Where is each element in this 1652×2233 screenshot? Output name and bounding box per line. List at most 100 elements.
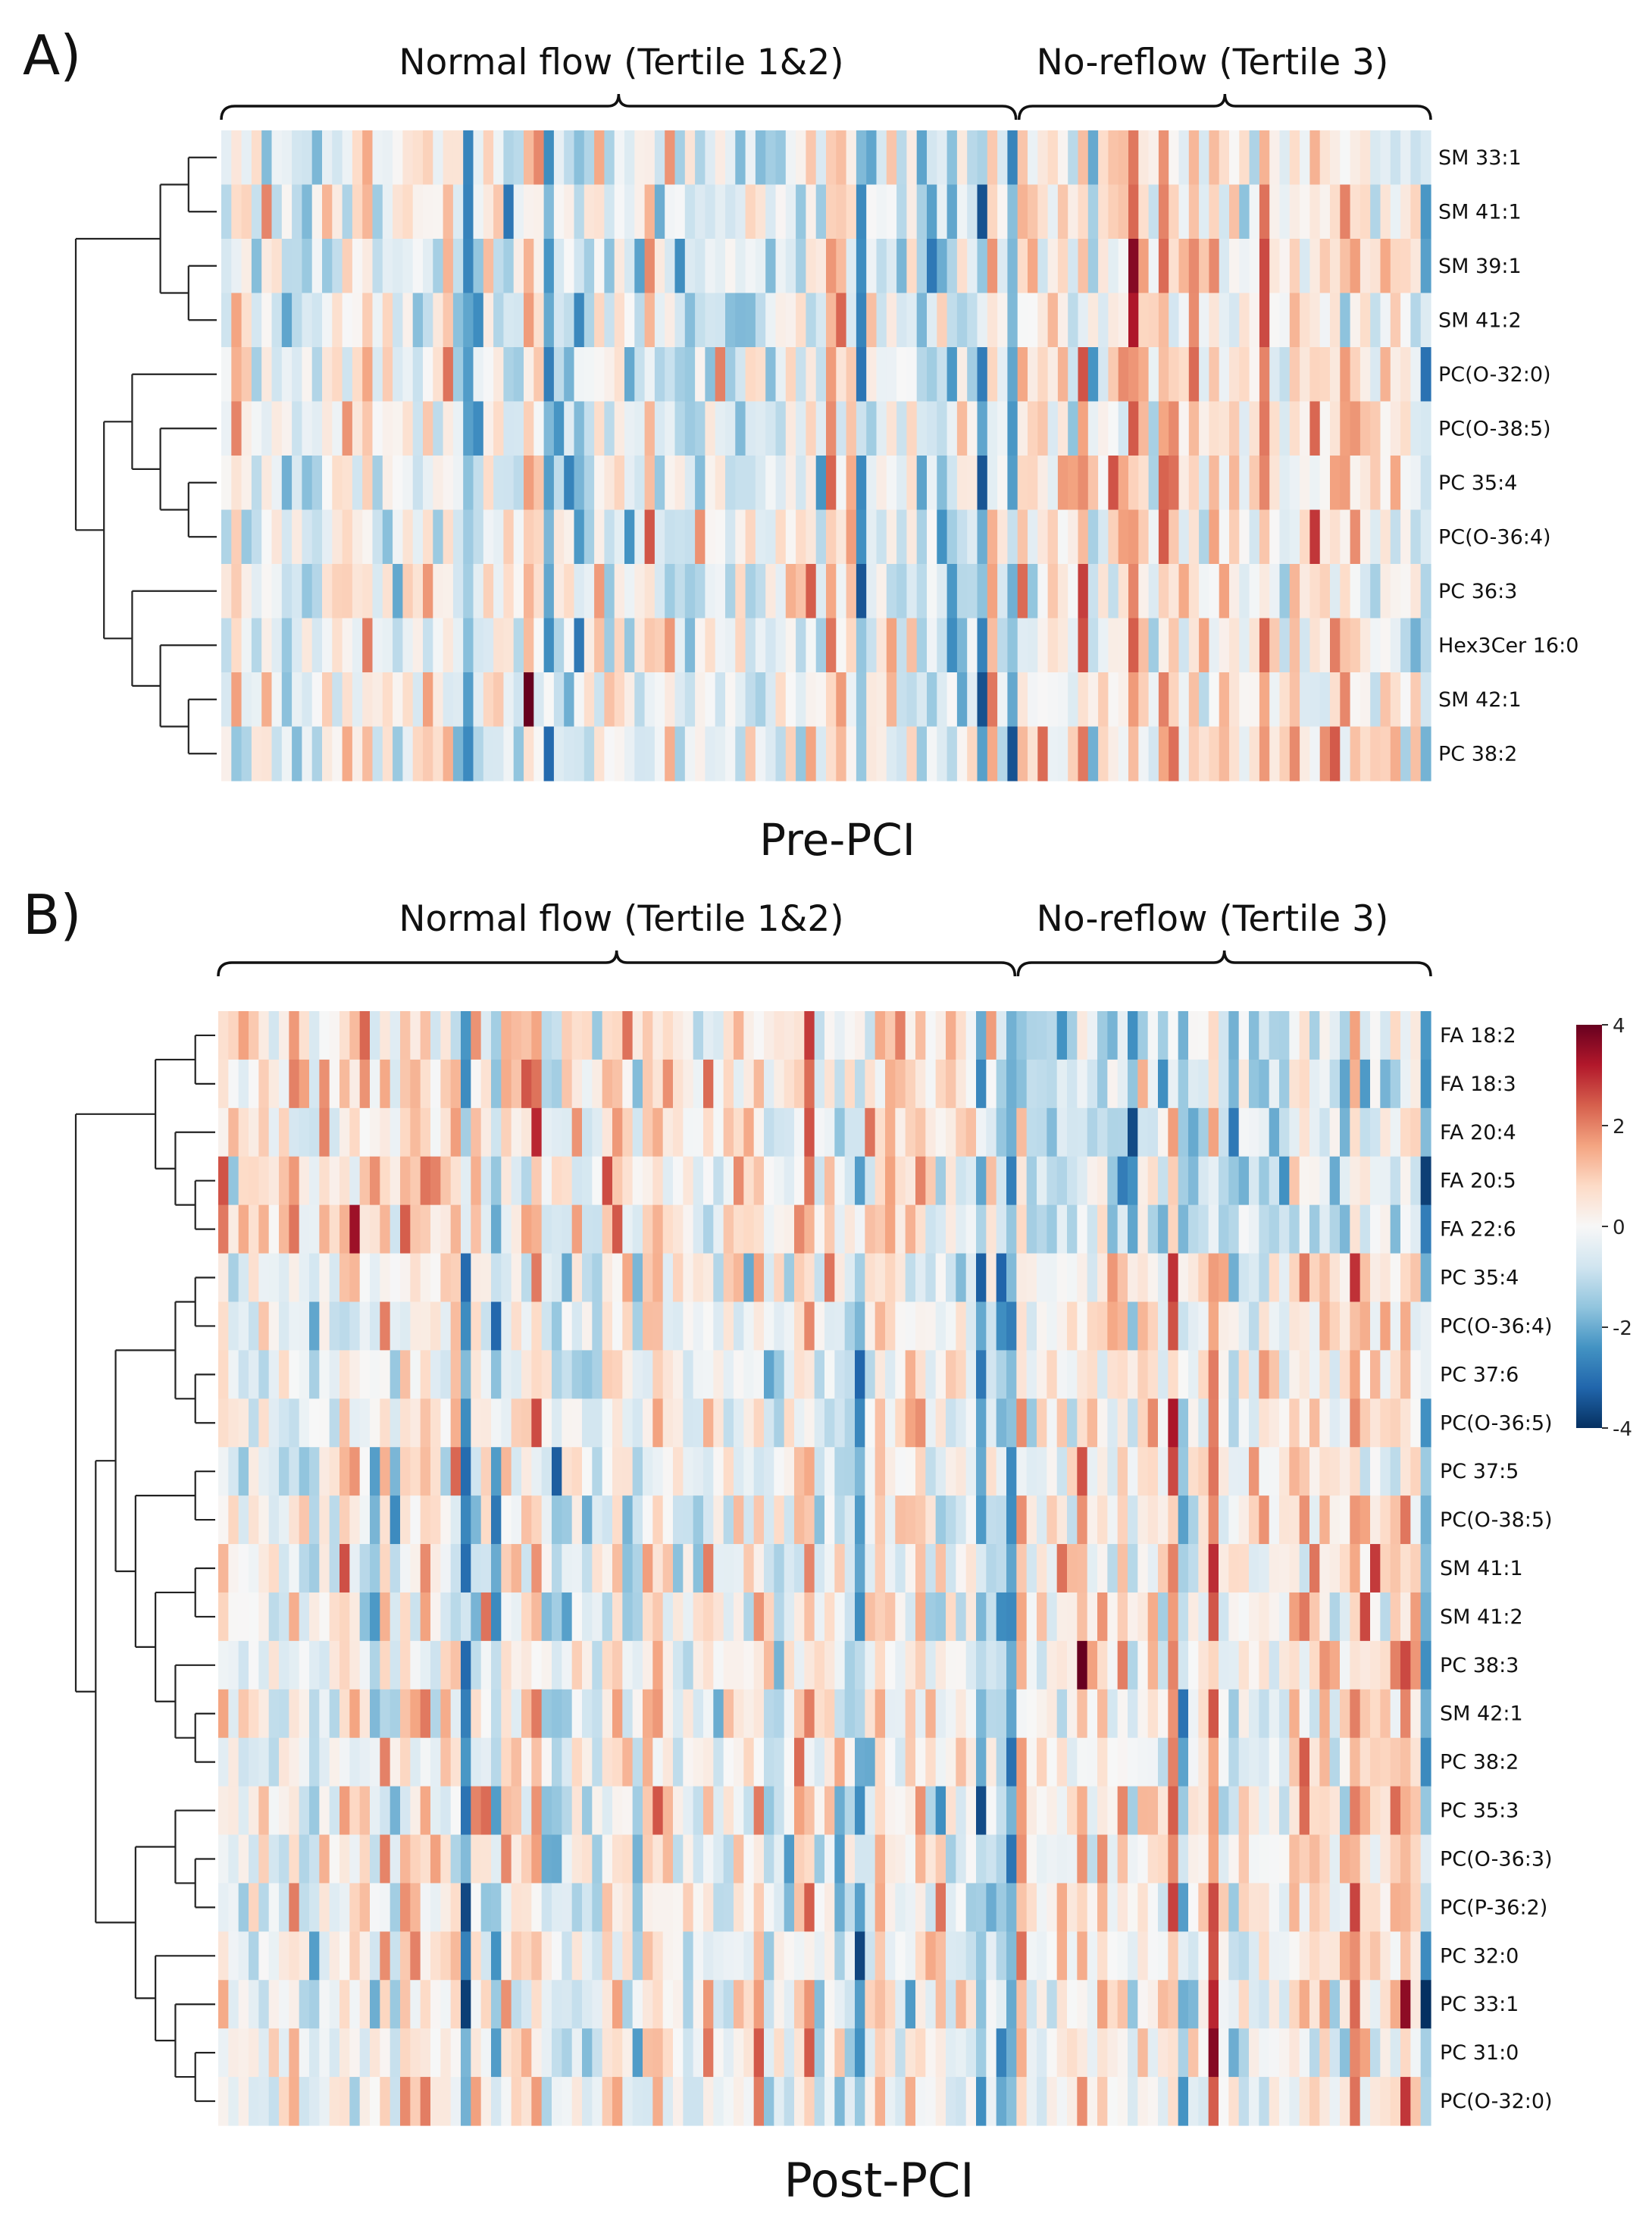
heatmap-cell — [683, 1883, 694, 1932]
heatmap-cell — [856, 509, 867, 565]
heatmap-cell — [1229, 347, 1240, 402]
heatmap-cell — [1299, 1883, 1310, 1932]
heatmap-cell — [965, 1156, 977, 1206]
heatmap-cell — [501, 1350, 512, 1399]
heatmap-cell — [582, 1011, 593, 1060]
heatmap-cell — [1168, 1447, 1179, 1496]
heatmap-cell — [423, 726, 433, 781]
heatmap-cell — [1208, 1786, 1219, 1836]
heatmap-cell — [564, 239, 575, 294]
heatmap-cell — [796, 239, 806, 294]
heatmap-cell — [553, 672, 565, 728]
heatmap-cell — [1238, 1931, 1250, 1981]
heatmap-cell — [804, 1689, 815, 1739]
heatmap-cell — [309, 1544, 320, 1593]
heatmap-cell — [1128, 564, 1139, 619]
heatmap-cell — [612, 2077, 623, 2126]
heatmap-cell — [1007, 672, 1018, 728]
heatmap-cell — [1340, 239, 1351, 294]
heatmap-cell — [553, 184, 565, 240]
heatmap-cell — [302, 347, 313, 402]
heatmap-cell — [1057, 672, 1068, 728]
heatmap-cell — [976, 1301, 987, 1351]
heatmap-cell — [874, 1834, 886, 1884]
heatmap-cell — [652, 1640, 664, 1690]
heatmap-cell — [302, 509, 313, 565]
heatmap-cell — [420, 1011, 431, 1060]
heatmap-cell — [915, 1544, 926, 1593]
heatmap-cell — [433, 401, 444, 456]
heatmap-cell — [342, 509, 353, 565]
heatmap-cell — [986, 1834, 997, 1884]
heatmap-cell — [359, 1350, 371, 1399]
heatmap-cell — [1017, 618, 1028, 673]
heatmap-cell — [571, 1447, 583, 1496]
heatmap-cell — [1208, 1980, 1219, 2029]
heatmap-cell — [531, 1011, 543, 1060]
heatmap-cell — [946, 1883, 956, 1932]
heatmap-cell — [866, 456, 878, 511]
heatmap-cell — [440, 1011, 452, 1060]
heatmap-cell — [268, 1301, 280, 1351]
heatmap-cell — [905, 2077, 916, 2126]
heatmap-cell — [743, 1398, 755, 1448]
heatmap-cell — [826, 456, 837, 511]
heatmap-cell — [231, 456, 242, 511]
heatmap-cell — [1016, 1253, 1028, 1303]
heatmap-cell — [652, 1980, 664, 2029]
heatmap-cell — [695, 509, 706, 565]
heatmap-cell — [1037, 1689, 1047, 1739]
heatmap-cell — [1350, 1640, 1361, 1690]
heatmap-cell — [1329, 1011, 1341, 1060]
heatmap-cell — [753, 1883, 765, 1932]
heatmap-cell — [1067, 1786, 1078, 1836]
heatmap-cell — [584, 456, 595, 511]
heatmap-cell — [1390, 1011, 1401, 1060]
heatmap-cell — [370, 2077, 380, 2126]
heatmap-cell — [221, 618, 232, 673]
heatmap-cell — [723, 1883, 734, 1932]
heatmap-cell — [524, 456, 534, 511]
heatmap-cell — [925, 2077, 937, 2126]
heatmap-cell — [533, 293, 545, 348]
heatmap-cell — [218, 1689, 229, 1739]
heatmap-cell — [410, 1156, 421, 1206]
row-label: SM 41:1 — [1440, 1557, 1523, 1580]
heatmap-cell — [400, 1980, 411, 2029]
heatmap-cell — [804, 1059, 815, 1109]
heatmap-cell — [844, 1253, 856, 1303]
heatmap-cell — [826, 726, 837, 781]
heatmap-cell — [662, 1447, 674, 1496]
heatmap-cell — [844, 1107, 856, 1157]
heatmap-cell — [329, 1592, 340, 1642]
heatmap-cell — [370, 1834, 380, 1884]
heatmap-cell — [218, 1786, 229, 1836]
heatmap-cell — [996, 1447, 1007, 1496]
heatmap-cell — [1279, 239, 1291, 294]
heatmap-cell — [734, 1253, 744, 1303]
heatmap-cell — [1350, 1107, 1361, 1157]
heatmap-cell — [1299, 1447, 1310, 1496]
heatmap-cell — [806, 184, 817, 240]
heatmap-cell — [916, 401, 928, 456]
heatmap-cell — [1380, 564, 1391, 619]
heatmap-cell — [1128, 1980, 1138, 2029]
heatmap-cell — [695, 672, 706, 728]
heatmap-cell — [734, 1398, 744, 1448]
heatmap-cell — [723, 1786, 734, 1836]
heatmap-cell — [735, 239, 746, 294]
heatmap-cell — [1299, 1544, 1310, 1593]
heatmap-cell — [521, 1204, 532, 1254]
heatmap-cell — [824, 1592, 835, 1642]
heatmap-cell — [632, 1883, 643, 1932]
heatmap-cell — [1208, 1544, 1219, 1593]
heatmap-cell — [935, 1980, 946, 2029]
heatmap-cell — [1158, 1980, 1169, 2029]
heatmap-cell — [826, 564, 837, 619]
heatmap-cell — [1289, 1350, 1300, 1399]
heatmap-cell — [946, 293, 958, 348]
heatmap-cell — [1067, 1204, 1078, 1254]
heatmap-cell — [1219, 1204, 1229, 1254]
heatmap-cell — [673, 1447, 684, 1496]
heatmap-cell — [289, 1737, 300, 1787]
